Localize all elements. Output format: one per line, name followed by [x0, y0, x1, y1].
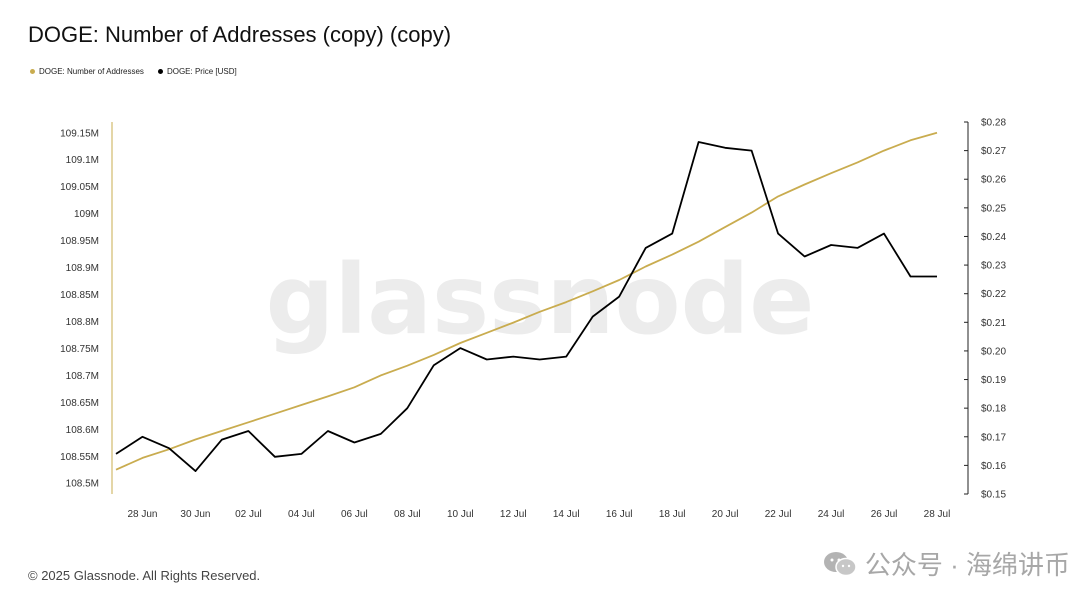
x-tick-label: 06 Jul [341, 509, 368, 520]
x-tick-label: 10 Jul [447, 509, 474, 520]
y-right-tick-label: $0.16 [981, 461, 1006, 472]
y-right-tick-label: $0.27 [981, 146, 1006, 157]
x-tick-label: 14 Jul [553, 509, 580, 520]
chart-marks [115, 131, 938, 473]
x-tick-label: 20 Jul [712, 509, 739, 520]
x-tick-label: 18 Jul [659, 509, 686, 520]
y-left-tick-label: 108.8M [66, 317, 99, 328]
y-left-tick-label: 108.9M [66, 263, 99, 274]
legend-dot-addresses [30, 69, 35, 74]
y-right-tick-label: $0.19 [981, 375, 1006, 386]
legend-item-price[interactable]: DOGE: Price [USD] [157, 67, 237, 76]
y-right-tick-label: $0.26 [981, 175, 1006, 186]
legend-label-addresses: DOGE: Number of Addresses [39, 67, 144, 76]
x-tick-label: 22 Jul [765, 509, 792, 520]
chart-legend: DOGE: Number of Addresses DOGE: Price [U… [30, 67, 237, 76]
y-right-tick-label: $0.18 [981, 404, 1006, 415]
y-left-tick-label: 108.7M [66, 371, 99, 382]
legend-item-addresses[interactable]: DOGE: Number of Addresses [30, 67, 144, 76]
legend-label-price: DOGE: Price [USD] [166, 67, 237, 76]
wechat-icon [823, 551, 857, 576]
legend-dot-price [157, 69, 163, 74]
wechat-watermark: 公众号 · 海绵讲币 [823, 545, 1070, 582]
y-left-tick-label: 108.85M [60, 290, 99, 301]
x-tick-label: 24 Jul [818, 509, 845, 520]
y-right-tick-label: $0.21 [981, 318, 1006, 329]
series-line-addresses [115, 131, 938, 471]
x-tick-label: 28 Jun [127, 509, 157, 520]
y-left-tick-label: 108.5M [66, 479, 99, 490]
y-right-tick-label: $0.15 [981, 490, 1006, 501]
y-right-tick-label: $0.20 [981, 346, 1006, 357]
y-left-tick-label: 109.15M [60, 128, 99, 139]
series-line-price [115, 141, 937, 473]
x-tick-label: 30 Jun [180, 509, 210, 520]
copyright-footer: © 2025 Glassnode. All Rights Reserved. [28, 568, 261, 583]
y-left-tick-label: 109M [74, 209, 99, 220]
y-left-tick-label: 109.1M [66, 155, 99, 166]
x-tick-label: 26 Jul [871, 509, 898, 520]
x-tick-label: 04 Jul [288, 509, 315, 520]
y-left-tick-label: 108.65M [60, 398, 99, 409]
y-right-tick-label: $0.25 [981, 203, 1006, 214]
y-left-tick-label: 108.75M [60, 344, 99, 355]
y-left-tick-label: 109.05M [60, 182, 99, 193]
x-tick-label: 08 Jul [394, 509, 421, 520]
y-left-tick-label: 108.6M [66, 425, 99, 436]
y-right-tick-label: $0.17 [981, 432, 1006, 443]
y-left-tick-label: 108.95M [60, 236, 99, 247]
wechat-watermark-text: 公众号 · 海绵讲币 [864, 550, 1070, 580]
x-tick-label: 28 Jul [924, 509, 951, 520]
chart-axes: 108.5M 108.55M 108.6M 108.65M 108.7M 108.75M 1… [60, 118, 1006, 521]
glassnode-watermark: glassnode [266, 244, 815, 356]
x-tick-label: 12 Jul [500, 509, 527, 520]
y-right-tick-label: $0.22 [981, 289, 1006, 300]
x-tick-label: 02 Jul [235, 509, 262, 520]
y-left-tick-label: 108.55M [60, 452, 99, 463]
chart-title: DOGE: Number of Addresses (copy) (copy) [28, 22, 452, 47]
y-right-tick-label: $0.28 [981, 118, 1006, 129]
y-right-tick-label: $0.23 [981, 261, 1006, 272]
x-tick-label: 16 Jul [606, 509, 633, 520]
y-right-tick-label: $0.24 [981, 232, 1006, 243]
